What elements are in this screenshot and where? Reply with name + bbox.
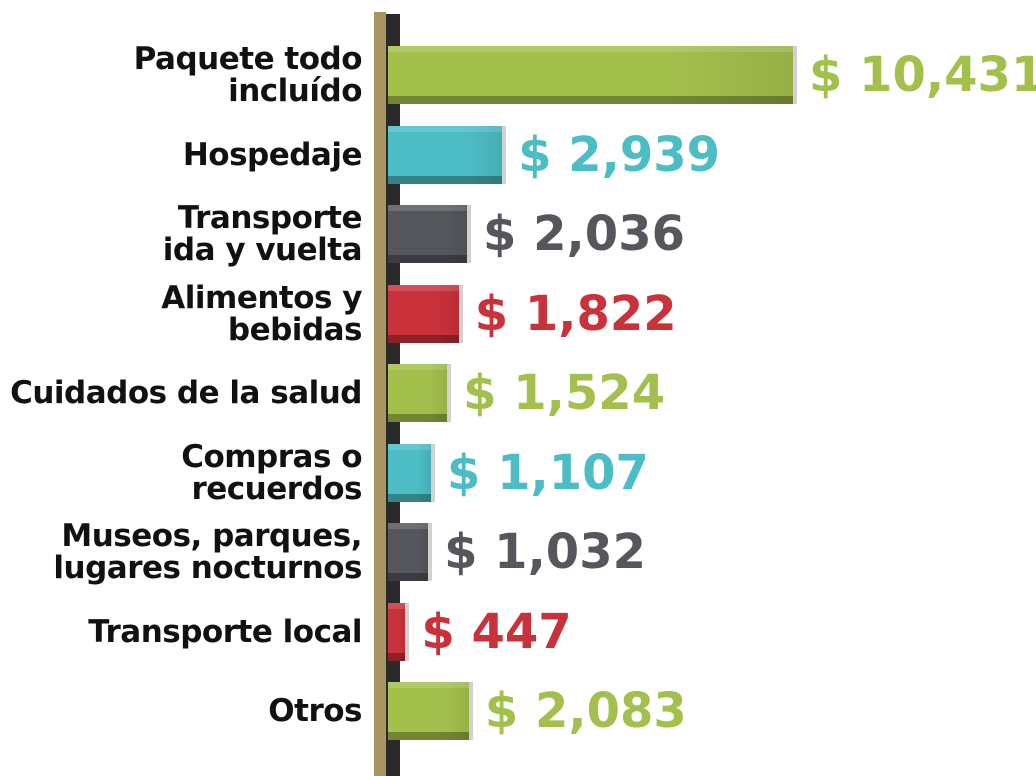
category-label: Transporte ida y vuelta [162, 200, 363, 268]
category-label: Hospedaje [182, 136, 363, 173]
bar [388, 602, 406, 661]
category-label: Paquete todo incluído [133, 41, 363, 109]
category-label: Transporte local [88, 613, 362, 650]
value-label: $ 1,822 [474, 285, 677, 342]
category-label: Cuidados de la salud [10, 375, 362, 411]
axis-post [374, 12, 386, 776]
category-label: Museos, parques, lugares nocturnos [53, 518, 362, 586]
bar [388, 443, 431, 502]
bar [388, 125, 503, 184]
value-label: $ 447 [421, 603, 572, 660]
category-label: Compras o recuerdos [181, 438, 362, 507]
bar [388, 205, 468, 263]
value-label: $ 2,939 [518, 126, 721, 183]
bar [388, 682, 469, 740]
value-label: $ 2,036 [483, 206, 685, 262]
category-label: Alimentos y bebidas [161, 279, 362, 348]
bar [388, 46, 793, 104]
bar [388, 284, 459, 343]
value-label: $ 2,083 [484, 683, 687, 739]
category-label: Otros [268, 693, 362, 729]
value-label: $ 1,107 [446, 444, 649, 501]
bar [388, 364, 448, 422]
value-label: $ 1,032 [444, 524, 646, 580]
bar [388, 523, 429, 581]
value-label: $ 1,524 [463, 365, 666, 421]
value-label: $ 10,431 [809, 47, 1036, 103]
